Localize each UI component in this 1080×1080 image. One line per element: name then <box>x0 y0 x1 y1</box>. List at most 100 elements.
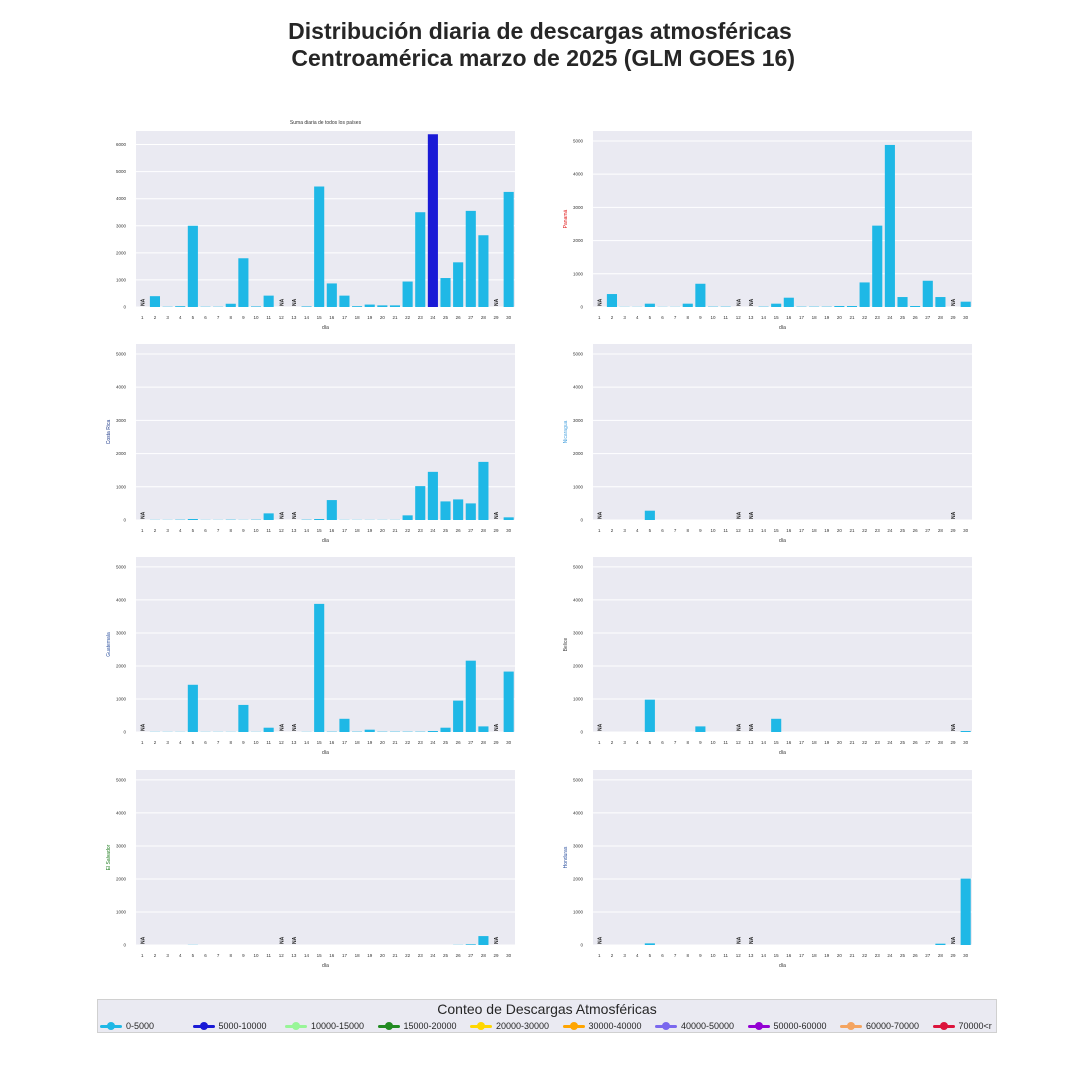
x-tick-label: 14 <box>304 528 310 533</box>
na-label: NA <box>292 936 298 944</box>
x-tick-label: 11 <box>723 528 728 533</box>
na-label: NA <box>494 511 500 519</box>
x-tick-label: 29 <box>494 740 500 745</box>
x-tick-label: 24 <box>430 315 436 320</box>
x-tick-label: 10 <box>254 528 260 533</box>
x-tick-label: 15 <box>774 953 780 958</box>
x-tick-label: 17 <box>799 315 805 320</box>
x-tick-label: 28 <box>481 953 487 958</box>
x-tick-label: 20 <box>380 740 386 745</box>
x-tick-label: 19 <box>824 953 830 958</box>
bar-day-2 <box>149 296 161 307</box>
x-tick-label: 12 <box>279 315 285 320</box>
x-tick-label: 26 <box>913 740 919 745</box>
x-tick-label: 1 <box>141 315 144 320</box>
x-tick-label: 3 <box>623 315 626 320</box>
bar-day-5 <box>644 510 655 520</box>
na-label: NA <box>597 723 603 731</box>
x-tick-label: 11 <box>266 953 271 958</box>
x-tick-label: 22 <box>862 528 868 533</box>
x-tick-label: 22 <box>405 953 411 958</box>
x-tick-label: 28 <box>938 528 944 533</box>
na-label: NA <box>140 511 146 519</box>
x-axis-label: día <box>779 538 786 544</box>
legend-marker-icon <box>840 1021 862 1031</box>
x-tick-label: 5 <box>192 315 195 320</box>
x-tick-label: 1 <box>598 528 601 533</box>
legend-item: 50000-60000 <box>747 1020 827 1032</box>
x-tick-label: 25 <box>900 315 906 320</box>
y-tick-label: 4000 <box>116 597 127 602</box>
bar-day-9 <box>695 726 706 732</box>
x-tick-label: 26 <box>913 953 919 958</box>
x-tick-label: 29 <box>951 528 957 533</box>
x-tick-label: 30 <box>506 315 512 320</box>
y-tick-label: 3000 <box>116 630 127 635</box>
x-tick-label: 10 <box>254 315 260 320</box>
y-tick-label: 5000 <box>116 351 127 356</box>
x-tick-label: 16 <box>329 740 335 745</box>
x-tick-label: 25 <box>900 528 906 533</box>
x-tick-label: 18 <box>812 528 818 533</box>
na-label: NA <box>292 511 298 519</box>
x-axis-label: día <box>779 963 786 969</box>
bar-day-22 <box>402 281 413 307</box>
na-label: NA <box>736 936 742 944</box>
x-tick-label: 15 <box>317 953 323 958</box>
plot-background <box>136 770 515 945</box>
y-axis-label: Costa Rica <box>106 420 112 445</box>
x-tick-label: 19 <box>367 528 373 533</box>
x-tick-label: 14 <box>761 740 767 745</box>
x-tick-label: 1 <box>141 740 144 745</box>
na-label: NA <box>292 298 298 306</box>
na-label: NA <box>140 723 146 731</box>
x-tick-label: 18 <box>355 315 361 320</box>
x-tick-label: 9 <box>242 315 245 320</box>
x-tick-label: 7 <box>217 740 220 745</box>
y-tick-label: 0 <box>580 518 583 523</box>
y-tick-label: 2000 <box>573 238 584 243</box>
x-tick-label: 15 <box>317 315 323 320</box>
x-tick-label: 30 <box>963 315 969 320</box>
bar-day-5 <box>187 519 198 520</box>
x-tick-label: 13 <box>748 953 754 958</box>
y-tick-label: 4000 <box>116 196 127 201</box>
x-tick-label: 2 <box>154 315 157 320</box>
x-tick-label: 19 <box>824 740 830 745</box>
legend-items: 0-5000 5000-10000 10000-15000 15000-20000 20… <box>100 1020 994 1032</box>
x-axis-label: día <box>779 750 786 756</box>
legend-marker-icon <box>285 1021 307 1031</box>
y-tick-label: 4000 <box>116 385 127 390</box>
bar-day-5 <box>187 684 198 732</box>
bar-day-16 <box>326 283 337 307</box>
legend-item: 30000-40000 <box>562 1020 642 1032</box>
bar-day-23 <box>872 225 883 307</box>
y-tick-label: 0 <box>123 518 126 523</box>
x-tick-label: 6 <box>661 528 664 533</box>
bar-day-28 <box>478 936 489 945</box>
y-tick-label: 2000 <box>116 876 127 881</box>
x-tick-label: 13 <box>748 740 754 745</box>
x-tick-label: 12 <box>279 528 285 533</box>
x-tick-label: 30 <box>506 953 512 958</box>
bar-day-30 <box>960 731 971 732</box>
x-tick-label: 28 <box>938 740 944 745</box>
x-tick-label: 13 <box>291 528 297 533</box>
bar-day-19 <box>364 304 375 307</box>
bar-day-22 <box>859 282 870 307</box>
bar-day-24 <box>884 144 895 307</box>
legend-marker-icon <box>655 1021 677 1031</box>
bar-day-9 <box>238 704 249 732</box>
y-tick-label: 5000 <box>573 351 584 356</box>
x-tick-label: 18 <box>812 953 818 958</box>
bar-day-25 <box>440 727 451 732</box>
x-tick-label: 23 <box>875 953 881 958</box>
bar-day-2 <box>606 294 618 307</box>
x-axis-label: día <box>779 325 786 331</box>
x-tick-label: 17 <box>342 528 348 533</box>
y-tick-label: 2000 <box>573 876 584 881</box>
x-tick-label: 30 <box>963 740 969 745</box>
